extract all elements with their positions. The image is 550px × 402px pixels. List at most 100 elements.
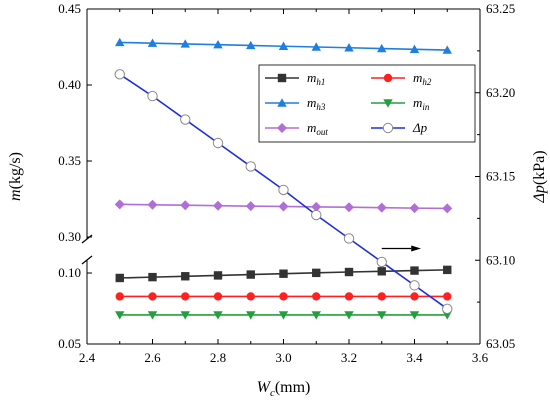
legend-label: mh3 [307, 95, 326, 112]
y-left-axis-title: m(kg/s) [7, 152, 24, 201]
data-point [148, 292, 157, 301]
data-point [148, 272, 157, 282]
data-point [213, 292, 223, 301]
legend-marker [382, 122, 394, 134]
data-point [442, 203, 453, 214]
data-point [377, 267, 386, 276]
data-point [343, 233, 355, 244]
data-point [312, 292, 321, 301]
data-point [115, 37, 125, 47]
y-right-tick-label: 63.10 [486, 252, 515, 267]
data-point [278, 201, 289, 212]
y-left-tick-label: 0.45 [58, 1, 81, 16]
data-point [147, 38, 158, 47]
data-point [114, 69, 125, 80]
y-right-axis-title: Δp(kPa) [531, 150, 548, 203]
y-right-tick-label: 63.05 [486, 336, 515, 351]
y-right-tick-label: 63.20 [486, 85, 515, 100]
data-point [377, 292, 386, 301]
data-point [246, 270, 255, 279]
data-point [311, 209, 322, 221]
data-point [246, 311, 256, 320]
y-left-tick-label: 0.40 [58, 77, 81, 92]
axis-break-mark [81, 255, 93, 265]
data-point [442, 45, 452, 54]
y-right-tick-label: 63.15 [486, 169, 515, 184]
data-point [409, 203, 420, 214]
x-tick-label: 2.6 [144, 350, 161, 365]
data-point [147, 90, 158, 102]
legend-marker [277, 123, 287, 133]
x-tick-label: 3.0 [275, 350, 291, 365]
x-tick-label: 2.8 [210, 350, 226, 365]
data-point [443, 265, 452, 275]
data-point [246, 292, 255, 301]
data-point [311, 311, 321, 320]
data-point [376, 256, 387, 268]
data-point [279, 269, 288, 278]
series-out [114, 199, 453, 214]
data-point [246, 40, 256, 50]
data-point [181, 292, 190, 301]
data-point [344, 43, 354, 52]
x-axis-title: Wc(mm) [257, 379, 311, 399]
data-point [344, 311, 354, 320]
x-tick-label: 3.2 [341, 350, 357, 365]
x-tick-label: 3.6 [472, 350, 489, 365]
data-point [115, 292, 124, 301]
data-point [344, 292, 354, 301]
right-axis-arrow [381, 245, 422, 252]
data-point [213, 311, 223, 320]
data-point [278, 41, 289, 50]
legend-label: Δp [412, 120, 428, 135]
series-dp [114, 69, 453, 315]
data-point [442, 303, 453, 315]
data-point [278, 311, 289, 320]
data-point [311, 201, 322, 212]
data-point [278, 184, 289, 196]
data-point [376, 202, 387, 213]
data-point [115, 273, 124, 283]
series-h2 [115, 292, 452, 301]
data-point [410, 266, 419, 275]
legend-entry: min [371, 95, 430, 112]
data-point [180, 200, 191, 211]
axis-ticks: 2.4 2.6 2.8 3.0 3.2 3.4 3.6 0.30 0.35 0.40 0.45 0.0… [58, 1, 515, 365]
data-point [344, 202, 354, 213]
data-point [279, 292, 288, 301]
y-left-tick-label: 0.30 [58, 229, 81, 244]
data-point [245, 161, 256, 172]
legend-label: mh2 [413, 70, 432, 87]
legend-entry: mh2 [371, 70, 432, 87]
series-in [115, 311, 452, 320]
legend-label: mh1 [307, 70, 325, 87]
legend-marker [277, 98, 287, 107]
x-tick-label: 3.4 [406, 350, 423, 365]
arrow-head [411, 245, 422, 252]
legend-entry: Δp [371, 120, 428, 135]
data-point [443, 292, 452, 301]
axis-labels: Wc(mm) m(kg/s) Δp(kPa) [7, 150, 548, 399]
data-point [114, 199, 125, 210]
data-point [213, 271, 223, 280]
data-point [377, 43, 387, 53]
data-point [213, 200, 223, 211]
data-point [147, 199, 158, 210]
data-point [377, 311, 387, 320]
data-point [409, 280, 420, 291]
y-right-tick-label: 63.25 [486, 1, 515, 16]
data-point [212, 137, 224, 149]
series-layer [114, 37, 453, 320]
data-point [180, 114, 191, 125]
data-point [115, 311, 125, 320]
data-point [245, 201, 256, 212]
data-point [312, 268, 321, 278]
data-point [213, 40, 223, 49]
data-point [311, 42, 321, 51]
data-point [181, 272, 190, 281]
legend: mh1 mh2 mh3 min mout Δp [258, 64, 476, 143]
series-h3 [115, 37, 452, 54]
data-point [180, 39, 190, 48]
legend-entry: mh3 [265, 95, 326, 112]
legend-entry: mh1 [265, 70, 325, 87]
